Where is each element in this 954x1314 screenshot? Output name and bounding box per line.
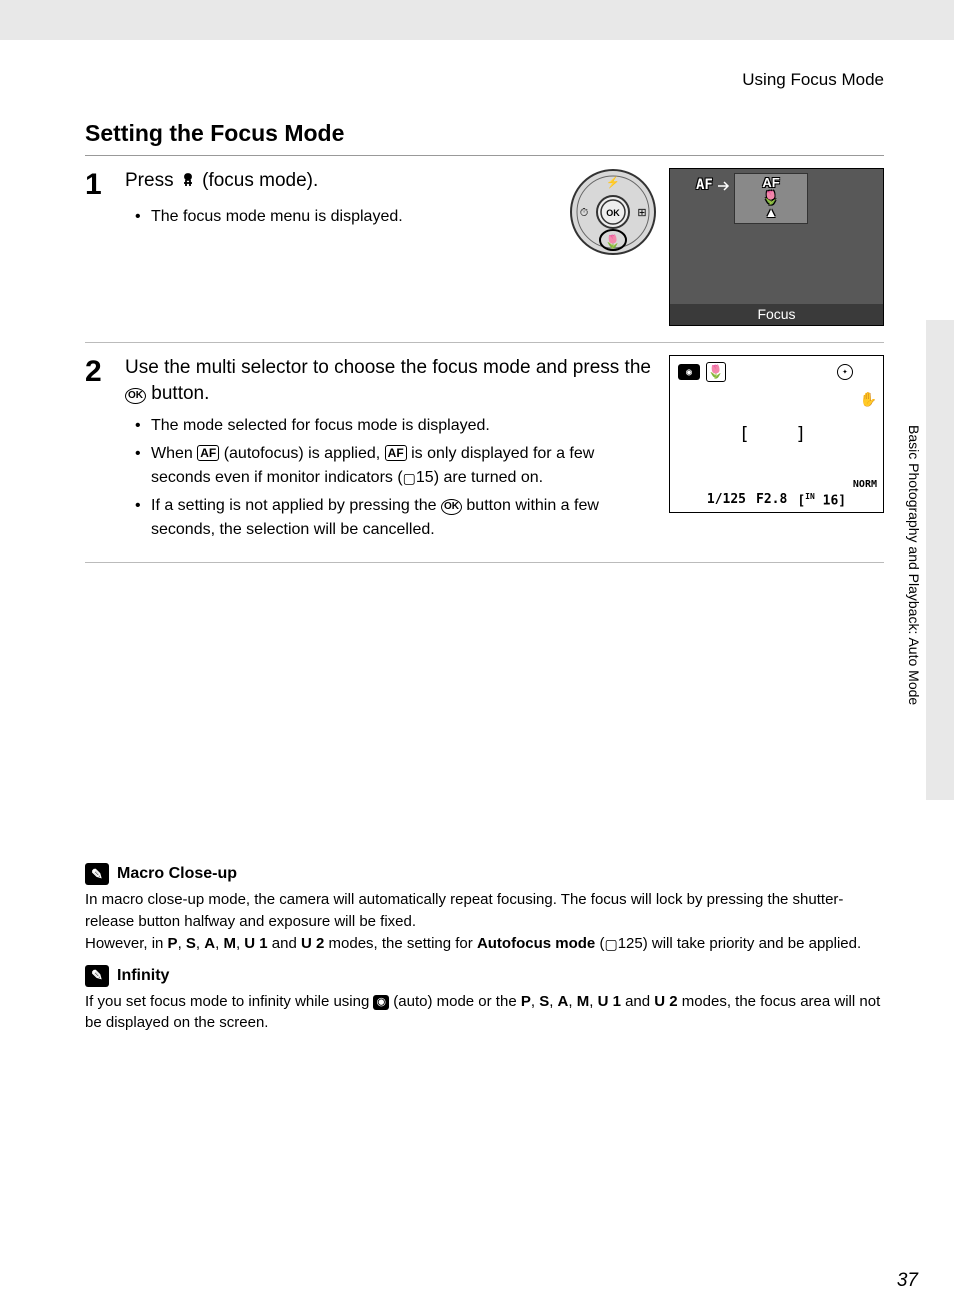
book-icon: ▢ bbox=[403, 468, 416, 489]
pencil-icon: ✎ bbox=[85, 863, 109, 885]
infinity-note-title: ✎ Infinity bbox=[85, 965, 884, 987]
book-icon-2: ▢ bbox=[604, 934, 617, 954]
side-tab bbox=[926, 320, 954, 800]
aperture-value: F2.8 bbox=[756, 492, 787, 508]
multi-selector-diagram: OK ⚡ 🌷 ⏱ ⊞ bbox=[569, 168, 657, 261]
section-header: Using Focus Mode bbox=[85, 70, 884, 90]
step-2-bullet-1: The mode selected for focus mode is disp… bbox=[139, 414, 657, 438]
focus-bracket: [ ] bbox=[739, 424, 814, 445]
option-af: AF bbox=[762, 176, 779, 189]
svg-text:🌷: 🌷 bbox=[605, 234, 621, 249]
option-infinity-icon: ▲ bbox=[765, 206, 778, 219]
ok-icon-2: OK bbox=[441, 499, 462, 515]
step-2-bullet-3: If a setting is not applied by pressing … bbox=[139, 494, 657, 542]
pencil-icon-2: ✎ bbox=[85, 965, 109, 987]
page-title: Setting the Focus Mode bbox=[85, 120, 884, 156]
svg-text:OK: OK bbox=[606, 208, 620, 218]
step-2-number: 2 bbox=[85, 355, 125, 546]
step-2-title: Use the multi selector to choose the foc… bbox=[125, 355, 657, 406]
macro-icon bbox=[179, 171, 197, 197]
camera-icon-inline: ◉ bbox=[373, 995, 389, 1011]
quality-indicators: NORM bbox=[853, 479, 877, 490]
focus-options: AF 🌷 ▲ bbox=[734, 173, 808, 224]
macro-note-body: In macro close-up mode, the camera will … bbox=[85, 889, 884, 954]
side-chapter-label: Basic Photography and Playback: Auto Mod… bbox=[906, 425, 922, 705]
step-1-title: Press (focus mode). bbox=[125, 168, 557, 197]
af-glyph-2: AF bbox=[385, 445, 407, 461]
svg-text:⊞: ⊞ bbox=[637, 207, 646, 219]
step-2: 2 Use the multi selector to choose the f… bbox=[85, 355, 884, 563]
step-1: 1 Press (focus mode). The focus mode men… bbox=[85, 168, 884, 343]
af-glyph: AF bbox=[197, 445, 219, 461]
exposure-row: 1/125 F2.8 [IN 16] bbox=[670, 492, 883, 508]
target-icon: ✦ bbox=[837, 364, 853, 380]
live-view-screen: ◉ 🌷 ✦ ✋ [ ] NORM 1/125 F2.8 [IN 16] bbox=[669, 355, 884, 513]
remaining-frames: [IN 16] bbox=[797, 492, 846, 508]
option-macro-icon: 🌷 bbox=[763, 191, 779, 204]
infinity-note-body: If you set focus mode to infinity while … bbox=[85, 991, 884, 1035]
step-1-number: 1 bbox=[85, 168, 125, 326]
vr-icon: ✋ bbox=[860, 392, 877, 408]
focus-menu-screen: AF AF 🌷 ▲ Focus bbox=[669, 168, 884, 326]
focus-bar-label: Focus bbox=[670, 304, 883, 325]
notes-section: ✎ Macro Close-up In macro close-up mode,… bbox=[85, 863, 884, 1034]
svg-text:⚡: ⚡ bbox=[606, 176, 620, 189]
macro-note-title: ✎ Macro Close-up bbox=[85, 863, 884, 885]
af-indicator: AF bbox=[696, 177, 713, 193]
svg-text:⏱: ⏱ bbox=[580, 207, 589, 219]
shutter-value: 1/125 bbox=[707, 492, 746, 508]
ok-icon: OK bbox=[125, 388, 146, 404]
step-1-bullet-1: The focus mode menu is displayed. bbox=[139, 205, 557, 229]
macro-badge-icon: 🌷 bbox=[706, 362, 726, 382]
camera-mode-icon: ◉ bbox=[678, 364, 700, 380]
step-2-bullet-2: When AF (autofocus) is applied, AF is on… bbox=[139, 442, 657, 490]
page-number: 37 bbox=[897, 1270, 918, 1292]
